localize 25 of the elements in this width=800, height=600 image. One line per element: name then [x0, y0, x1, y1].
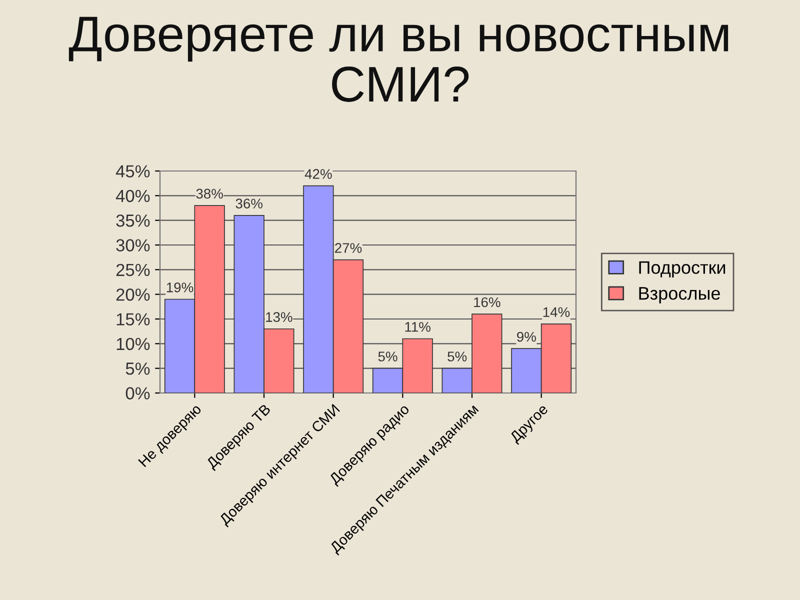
chart-title: Доверяете ли вы новостным СМИ? — [68, 16, 728, 102]
data-label: 42% — [304, 169, 332, 179]
y-tick-label: 35% — [116, 214, 150, 227]
data-label: 16% — [474, 297, 500, 308]
y-tick-label: 10% — [116, 338, 150, 350]
data-label: 14% — [543, 307, 570, 317]
y-tick-label: 45% — [116, 165, 150, 178]
y-tick-label: 20% — [116, 288, 150, 301]
data-label: 9% — [517, 332, 536, 342]
data-label: 27% — [335, 243, 362, 253]
data-label: 5% — [448, 352, 467, 362]
y-tick-label: 25% — [116, 264, 150, 276]
y-tick-label: 30% — [116, 239, 150, 252]
data-label: 38% — [196, 188, 223, 199]
y-tick-label: 5% — [126, 362, 150, 375]
data-label: 13% — [266, 312, 292, 322]
data-label: 5% — [378, 352, 398, 362]
y-tick-label: 15% — [116, 313, 150, 326]
legend-label: Подростки — [639, 261, 726, 278]
data-label: 11% — [405, 322, 430, 332]
y-tick-label: 0% — [126, 387, 150, 400]
data-label: 19% — [166, 282, 194, 292]
y-tick-label: 40% — [116, 190, 150, 202]
legend-label: Взрослые — [639, 287, 720, 304]
data-label: 36% — [236, 198, 262, 208]
